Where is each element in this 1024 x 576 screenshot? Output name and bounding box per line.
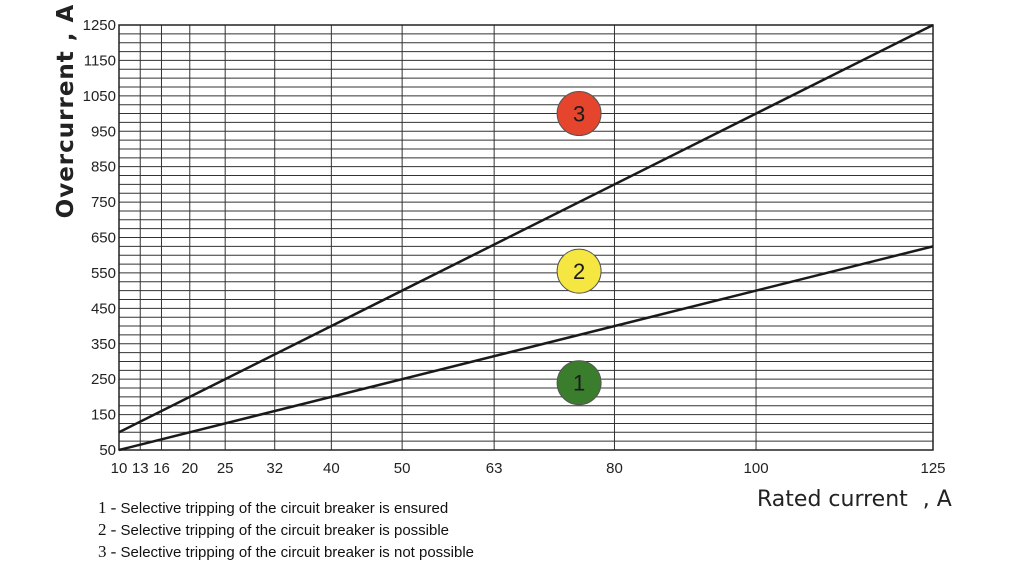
x-tick-label: 100 <box>744 460 769 477</box>
legend-text: Selective tripping of the circuit breake… <box>120 544 475 561</box>
series-lines <box>118 23 934 452</box>
x-tick-label: 50 <box>394 460 411 477</box>
x-tick-label: 13 <box>132 460 149 477</box>
y-tick-label: 750 <box>91 194 116 211</box>
y-tick-label: 550 <box>91 265 116 282</box>
x-tick-label: 25 <box>217 460 234 477</box>
zone-marker: 2 <box>556 248 602 294</box>
y-tick-label: 1050 <box>83 88 116 105</box>
y-tick-label: 50 <box>99 442 116 459</box>
legend-number: 1 <box>98 498 107 517</box>
legend-number: 3 <box>98 542 107 561</box>
y-axis-title: Overcurrent , A <box>53 4 79 219</box>
zone-markers: 1 2 3 <box>556 91 602 406</box>
legend-item: 1 - Selective tripping of the circuit br… <box>98 497 474 519</box>
x-tick-label: 125 <box>920 460 945 477</box>
zone-marker-label: 2 <box>573 259 585 284</box>
series-line <box>118 23 934 434</box>
y-tick-label: 250 <box>91 371 116 388</box>
y-tick-label: 1150 <box>84 52 116 69</box>
x-axis-title-main: Rated current <box>757 487 908 512</box>
y-tick-label: 150 <box>91 407 116 424</box>
legend-dash: - <box>110 498 117 517</box>
y-tick-label: 450 <box>91 300 116 317</box>
plot-frame <box>118 24 934 451</box>
x-axis-title-unit: , A <box>923 487 952 512</box>
zone-marker-circle <box>556 360 602 406</box>
series-line <box>118 245 934 452</box>
y-tick-label: 650 <box>91 230 116 247</box>
legend-dash: - <box>110 542 117 561</box>
y-tick-label: 1250 <box>83 17 116 34</box>
zone-marker: 1 <box>556 360 602 406</box>
x-tick-label: 16 <box>153 460 170 477</box>
x-tick-label: 20 <box>181 460 198 477</box>
y-tick-label: 850 <box>91 159 116 176</box>
legend-item: 2 - Selective tripping of the circuit br… <box>98 519 474 541</box>
y-tick-labels: 50 150 250 350 450 550 650 750 850 950 1050 1150 125… <box>83 17 116 459</box>
x-axis-title: Rated current , A <box>757 487 952 512</box>
grid <box>118 24 934 451</box>
zone-marker-circle <box>556 91 602 137</box>
x-tick-label: 80 <box>606 460 623 477</box>
legend: 1 - Selective tripping of the circuit br… <box>98 497 474 563</box>
y-tick-label: 350 <box>91 336 116 353</box>
x-tick-label: 10 <box>111 460 128 477</box>
legend-number: 2 <box>98 520 107 539</box>
zone-marker-label: 1 <box>573 371 585 396</box>
legend-text: Selective tripping of the circuit breake… <box>120 522 450 539</box>
zone-marker-circle <box>556 248 602 294</box>
legend-dash: - <box>110 520 117 539</box>
zone-marker-label: 3 <box>573 102 585 127</box>
zone-marker: 3 <box>556 91 602 137</box>
x-tick-label: 32 <box>266 460 283 477</box>
y-tick-label: 950 <box>91 123 116 140</box>
x-tick-label: 63 <box>486 460 503 477</box>
legend-item: 3 - Selective tripping of the circuit br… <box>98 541 474 563</box>
legend-text: Selective tripping of the circuit breake… <box>120 500 449 517</box>
x-tick-labels: 10 13 16 20 25 32 40 50 63 80 100 125 <box>111 460 946 477</box>
x-tick-label: 40 <box>323 460 340 477</box>
